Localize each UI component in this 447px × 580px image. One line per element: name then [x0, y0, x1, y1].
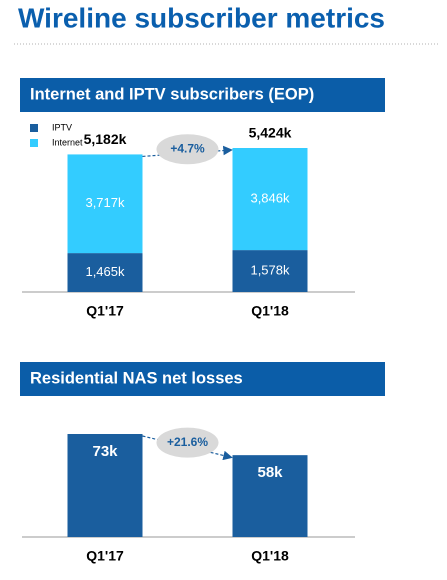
- bar: [67, 434, 143, 537]
- annotation: +21.6%: [167, 435, 208, 449]
- annotation-bubble: [156, 134, 219, 165]
- legend-swatch: [30, 139, 38, 147]
- x-tick-label: Q1'17: [86, 303, 124, 319]
- segment-label: 1,465k: [85, 264, 125, 279]
- bar-segment: [67, 154, 143, 254]
- value-label: 58k: [257, 464, 283, 481]
- page-title: Wireline subscriber metrics: [18, 2, 385, 33]
- legend-swatch: [30, 124, 38, 132]
- title-banner: [20, 362, 385, 396]
- legend-label: IPTV: [52, 122, 72, 132]
- annotation: +4.7%: [170, 141, 205, 155]
- chart-title: Residential NAS net losses: [30, 369, 243, 387]
- x-tick-label: Q1'18: [251, 303, 289, 319]
- total-label: 5,182k: [84, 131, 127, 147]
- x-tick-label: Q1'18: [251, 548, 289, 564]
- bar-segment: [67, 253, 143, 292]
- segment-label: 3,717k: [85, 195, 125, 210]
- title-banner: [20, 78, 385, 112]
- chart-title: Internet and IPTV subscribers (EOP): [30, 85, 314, 103]
- annotation-bubble: [156, 427, 219, 458]
- bar-segment: [232, 148, 308, 251]
- value-label: 73k: [92, 443, 118, 460]
- segment-label: 3,846k: [250, 190, 290, 205]
- bar: [232, 455, 308, 537]
- bar-segment: [232, 250, 308, 292]
- total-label: 5,424k: [249, 125, 292, 141]
- segment-label: 1,578k: [250, 262, 290, 277]
- x-tick-label: Q1'17: [86, 548, 124, 564]
- legend-label: Internet: [52, 137, 83, 147]
